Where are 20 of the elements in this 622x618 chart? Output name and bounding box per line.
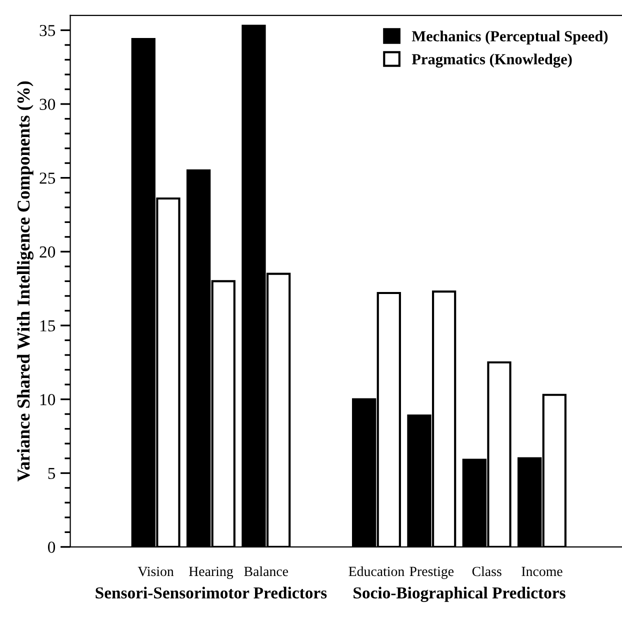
- y-tick-label: 10: [40, 394, 56, 406]
- legend-label: Pragmatics (Knowledge): [412, 54, 572, 68]
- y-tick-label: 15: [40, 320, 56, 332]
- y-tick-label: 20: [40, 246, 56, 258]
- x-tick-label: Income: [522, 566, 562, 576]
- y-tick-label: 25: [40, 172, 56, 184]
- x-tick-label: Vision: [138, 566, 174, 576]
- x-tick-label: Hearing: [189, 566, 234, 579]
- y-tick-label: 0: [48, 542, 56, 553]
- x-tick-label: Class: [472, 566, 502, 576]
- legend-label: Mechanics (Perceptual Speed): [412, 30, 608, 45]
- y-tick-label: 30: [40, 98, 56, 110]
- y-tick-label: 35: [40, 24, 56, 36]
- x-tick-label: Education: [348, 566, 404, 576]
- text: Sensori-Sensorimotor Predictors: [96, 586, 327, 599]
- y-axis-title: Variance Shared With Intelligence Components (%): [16, 81, 34, 482]
- x-tick-label: Prestige: [410, 566, 454, 579]
- y-tick-label: 5: [48, 468, 56, 480]
- text: Socio-Biographical Predictors: [354, 586, 566, 602]
- x-tick-label: Balance: [244, 566, 288, 576]
